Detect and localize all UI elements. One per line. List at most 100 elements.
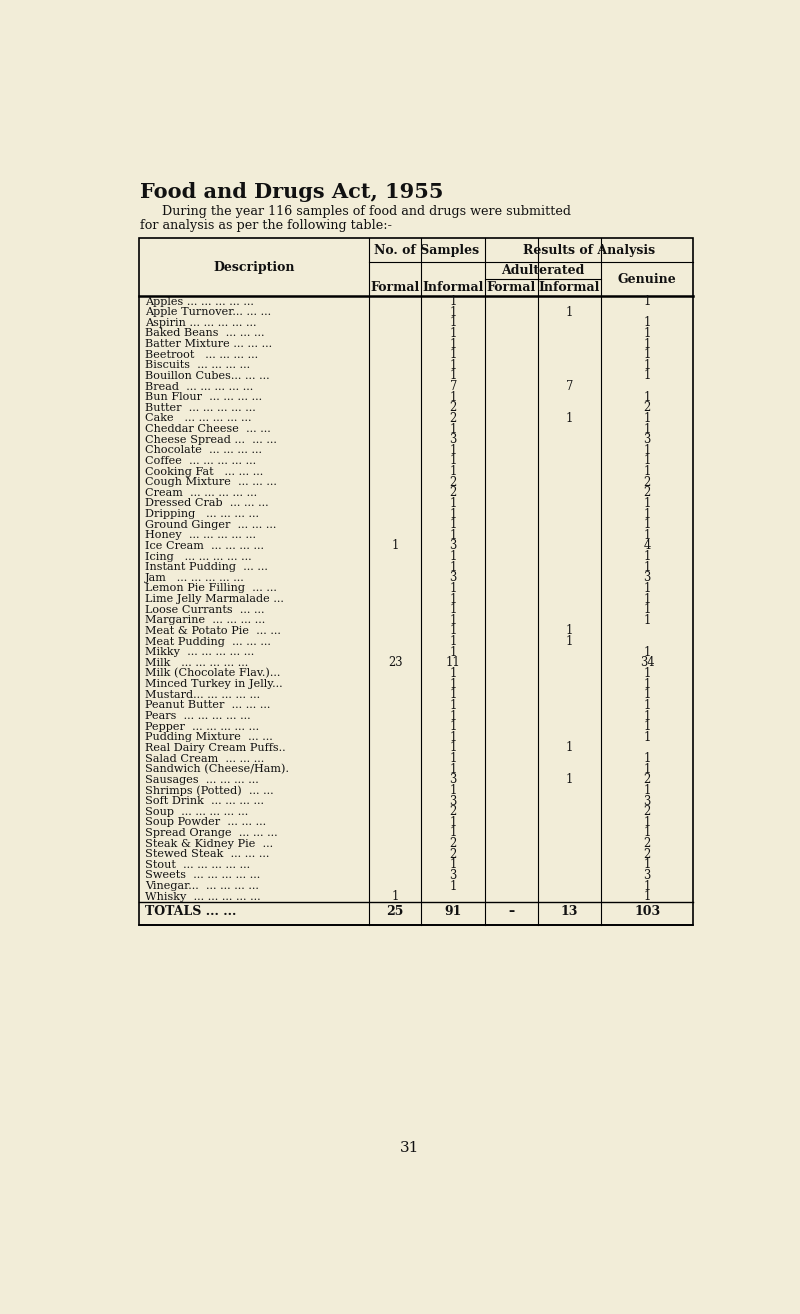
Text: 1: 1 bbox=[450, 816, 457, 829]
Text: 1: 1 bbox=[450, 624, 457, 637]
Text: Lemon Pie Filling  ... ...: Lemon Pie Filling ... ... bbox=[145, 583, 277, 594]
Text: 1: 1 bbox=[643, 390, 651, 403]
Text: 1: 1 bbox=[450, 762, 457, 775]
Text: 1: 1 bbox=[643, 879, 651, 892]
Text: Ice Cream  ... ... ... ...: Ice Cream ... ... ... ... bbox=[145, 541, 264, 551]
Text: 1: 1 bbox=[643, 507, 651, 520]
Text: 1: 1 bbox=[643, 551, 651, 564]
Text: Meat Pudding  ... ... ...: Meat Pudding ... ... ... bbox=[145, 636, 271, 646]
Text: Loose Currants  ... ...: Loose Currants ... ... bbox=[145, 604, 265, 615]
Text: 2: 2 bbox=[450, 486, 457, 499]
Text: 1: 1 bbox=[643, 348, 651, 361]
Text: 2: 2 bbox=[450, 476, 457, 489]
Text: Dressed Crab  ... ... ...: Dressed Crab ... ... ... bbox=[145, 498, 269, 509]
Bar bbox=[138, 238, 693, 925]
Text: Bread  ... ... ... ... ...: Bread ... ... ... ... ... bbox=[145, 381, 253, 392]
Text: Cream  ... ... ... ... ...: Cream ... ... ... ... ... bbox=[145, 487, 257, 498]
Text: 3: 3 bbox=[450, 540, 457, 552]
Text: Instant Pudding  ... ...: Instant Pudding ... ... bbox=[145, 562, 268, 572]
Text: Sweets  ... ... ... ... ...: Sweets ... ... ... ... ... bbox=[145, 870, 260, 880]
Text: Stewed Steak  ... ... ...: Stewed Steak ... ... ... bbox=[145, 849, 270, 859]
Text: Beetroot   ... ... ... ...: Beetroot ... ... ... ... bbox=[145, 350, 258, 360]
Text: Pudding Mixture  ... ...: Pudding Mixture ... ... bbox=[145, 732, 273, 742]
Text: Formal: Formal bbox=[370, 281, 420, 294]
Text: During the year 116 samples of food and drugs were submitted: During the year 116 samples of food and … bbox=[162, 205, 571, 218]
Text: Soup  ... ... ... ... ...: Soup ... ... ... ... ... bbox=[145, 807, 248, 816]
Text: Biscuits  ... ... ... ...: Biscuits ... ... ... ... bbox=[145, 360, 250, 371]
Text: Icing   ... ... ... ... ...: Icing ... ... ... ... ... bbox=[145, 552, 251, 561]
Text: 1: 1 bbox=[643, 338, 651, 351]
Text: 1: 1 bbox=[450, 348, 457, 361]
Text: 2: 2 bbox=[450, 805, 457, 819]
Text: 1: 1 bbox=[450, 551, 457, 564]
Text: 1: 1 bbox=[450, 582, 457, 595]
Text: Apple Turnover... ... ...: Apple Turnover... ... ... bbox=[145, 307, 271, 317]
Text: 1: 1 bbox=[566, 741, 574, 754]
Text: 1: 1 bbox=[450, 645, 457, 658]
Text: Ground Ginger  ... ... ...: Ground Ginger ... ... ... bbox=[145, 520, 276, 530]
Text: 2: 2 bbox=[643, 837, 650, 850]
Text: 103: 103 bbox=[634, 905, 660, 918]
Text: 2: 2 bbox=[643, 773, 650, 786]
Text: Minced Turkey in Jelly...: Minced Turkey in Jelly... bbox=[145, 679, 282, 689]
Text: Cheddar Cheese  ... ...: Cheddar Cheese ... ... bbox=[145, 424, 270, 434]
Text: 3: 3 bbox=[643, 572, 650, 585]
Text: 2: 2 bbox=[643, 401, 650, 414]
Text: Results of Analysis: Results of Analysis bbox=[523, 243, 655, 256]
Text: 1: 1 bbox=[643, 561, 651, 574]
Text: Peanut Butter  ... ... ...: Peanut Butter ... ... ... bbox=[145, 700, 270, 711]
Text: 3: 3 bbox=[450, 795, 457, 808]
Text: Cough Mixture  ... ... ...: Cough Mixture ... ... ... bbox=[145, 477, 277, 487]
Text: Meat & Potato Pie  ... ...: Meat & Potato Pie ... ... bbox=[145, 625, 281, 636]
Text: 1: 1 bbox=[643, 784, 651, 796]
Text: 1: 1 bbox=[391, 540, 398, 552]
Text: 1: 1 bbox=[643, 827, 651, 840]
Text: 2: 2 bbox=[643, 476, 650, 489]
Text: 2: 2 bbox=[450, 837, 457, 850]
Text: 3: 3 bbox=[450, 434, 457, 447]
Text: 1: 1 bbox=[450, 359, 457, 372]
Text: 1: 1 bbox=[450, 668, 457, 681]
Text: 1: 1 bbox=[450, 444, 457, 457]
Text: 1: 1 bbox=[450, 497, 457, 510]
Text: Batter Mixture ... ... ...: Batter Mixture ... ... ... bbox=[145, 339, 272, 350]
Text: 1: 1 bbox=[643, 317, 651, 330]
Text: 1: 1 bbox=[450, 752, 457, 765]
Text: Milk   ... ... ... ... ...: Milk ... ... ... ... ... bbox=[145, 658, 248, 668]
Text: Chocolate  ... ... ... ...: Chocolate ... ... ... ... bbox=[145, 445, 262, 456]
Text: Aspirin ... ... ... ... ...: Aspirin ... ... ... ... ... bbox=[145, 318, 257, 328]
Text: Jam   ... ... ... ... ...: Jam ... ... ... ... ... bbox=[145, 573, 245, 583]
Text: Bun Flour  ... ... ... ...: Bun Flour ... ... ... ... bbox=[145, 392, 262, 402]
Text: 2: 2 bbox=[450, 401, 457, 414]
Text: 4: 4 bbox=[643, 540, 650, 552]
Text: 3: 3 bbox=[643, 795, 650, 808]
Text: 3: 3 bbox=[450, 572, 457, 585]
Text: 1: 1 bbox=[643, 603, 651, 616]
Text: 13: 13 bbox=[561, 905, 578, 918]
Text: 1: 1 bbox=[643, 710, 651, 723]
Text: TOTALS ... ...: TOTALS ... ... bbox=[145, 905, 236, 918]
Text: Lime Jelly Marmalade ...: Lime Jelly Marmalade ... bbox=[145, 594, 284, 604]
Text: 1: 1 bbox=[643, 762, 651, 775]
Text: Apples ... ... ... ... ...: Apples ... ... ... ... ... bbox=[145, 297, 254, 306]
Text: Formal: Formal bbox=[486, 281, 536, 294]
Text: for analysis as per the following table:-: for analysis as per the following table:… bbox=[140, 219, 392, 233]
Text: 1: 1 bbox=[450, 678, 457, 691]
Text: Genuine: Genuine bbox=[618, 273, 677, 286]
Text: Baked Beans  ... ... ...: Baked Beans ... ... ... bbox=[145, 328, 265, 339]
Text: 1: 1 bbox=[450, 561, 457, 574]
Text: Mustard... ... ... ... ...: Mustard... ... ... ... ... bbox=[145, 690, 260, 700]
Text: 31: 31 bbox=[400, 1141, 420, 1155]
Text: 1: 1 bbox=[643, 678, 651, 691]
Text: 7: 7 bbox=[566, 380, 574, 393]
Text: 1: 1 bbox=[643, 752, 651, 765]
Text: Salad Cream  ... ... ...: Salad Cream ... ... ... bbox=[145, 753, 264, 763]
Text: 1: 1 bbox=[566, 624, 574, 637]
Text: 1: 1 bbox=[643, 413, 651, 424]
Text: 1: 1 bbox=[566, 635, 574, 648]
Text: 25: 25 bbox=[386, 905, 404, 918]
Text: 11: 11 bbox=[446, 657, 461, 669]
Text: Real Dairy Cream Puffs..: Real Dairy Cream Puffs.. bbox=[145, 742, 286, 753]
Text: 1: 1 bbox=[450, 518, 457, 531]
Text: Spread Orange  ... ... ...: Spread Orange ... ... ... bbox=[145, 828, 278, 838]
